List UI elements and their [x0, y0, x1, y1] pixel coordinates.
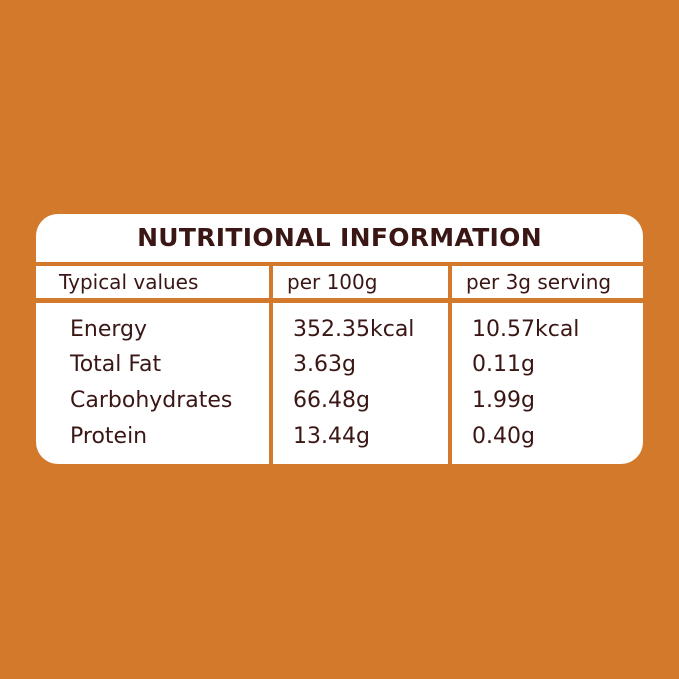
row-energy-per-serving: 10.57kcal [472, 317, 580, 342]
row-carbohydrates-per-100g: 66.48g [293, 388, 370, 413]
row-total-fat-per-100g: 3.63g [293, 352, 356, 377]
row-energy-per-100g: 352.35kcal [293, 317, 415, 342]
row-total-fat-nutrient: Total Fat [70, 352, 162, 377]
row-carbohydrates-nutrient: Carbohydrates [70, 388, 233, 413]
row-protein-per-serving: 0.40g [472, 424, 535, 449]
nutrition-panel: NUTRITIONAL INFORMATION Typical values p… [36, 214, 643, 464]
divider-column-1 [269, 262, 273, 464]
panel-title: NUTRITIONAL INFORMATION [137, 223, 542, 252]
divider-column-2 [448, 262, 452, 464]
header-per-100g: per 100g [287, 270, 378, 294]
row-protein-nutrient: Protein [70, 424, 148, 449]
divider-header [36, 298, 643, 303]
row-energy-nutrient: Energy [70, 317, 148, 342]
header-typical-values: Typical values [59, 270, 199, 294]
row-total-fat-per-serving: 0.11g [472, 352, 535, 377]
row-carbohydrates-per-serving: 1.99g [472, 388, 535, 413]
row-protein-per-100g: 13.44g [293, 424, 370, 449]
divider-title [36, 262, 643, 266]
header-per-serving: per 3g serving [466, 270, 612, 294]
